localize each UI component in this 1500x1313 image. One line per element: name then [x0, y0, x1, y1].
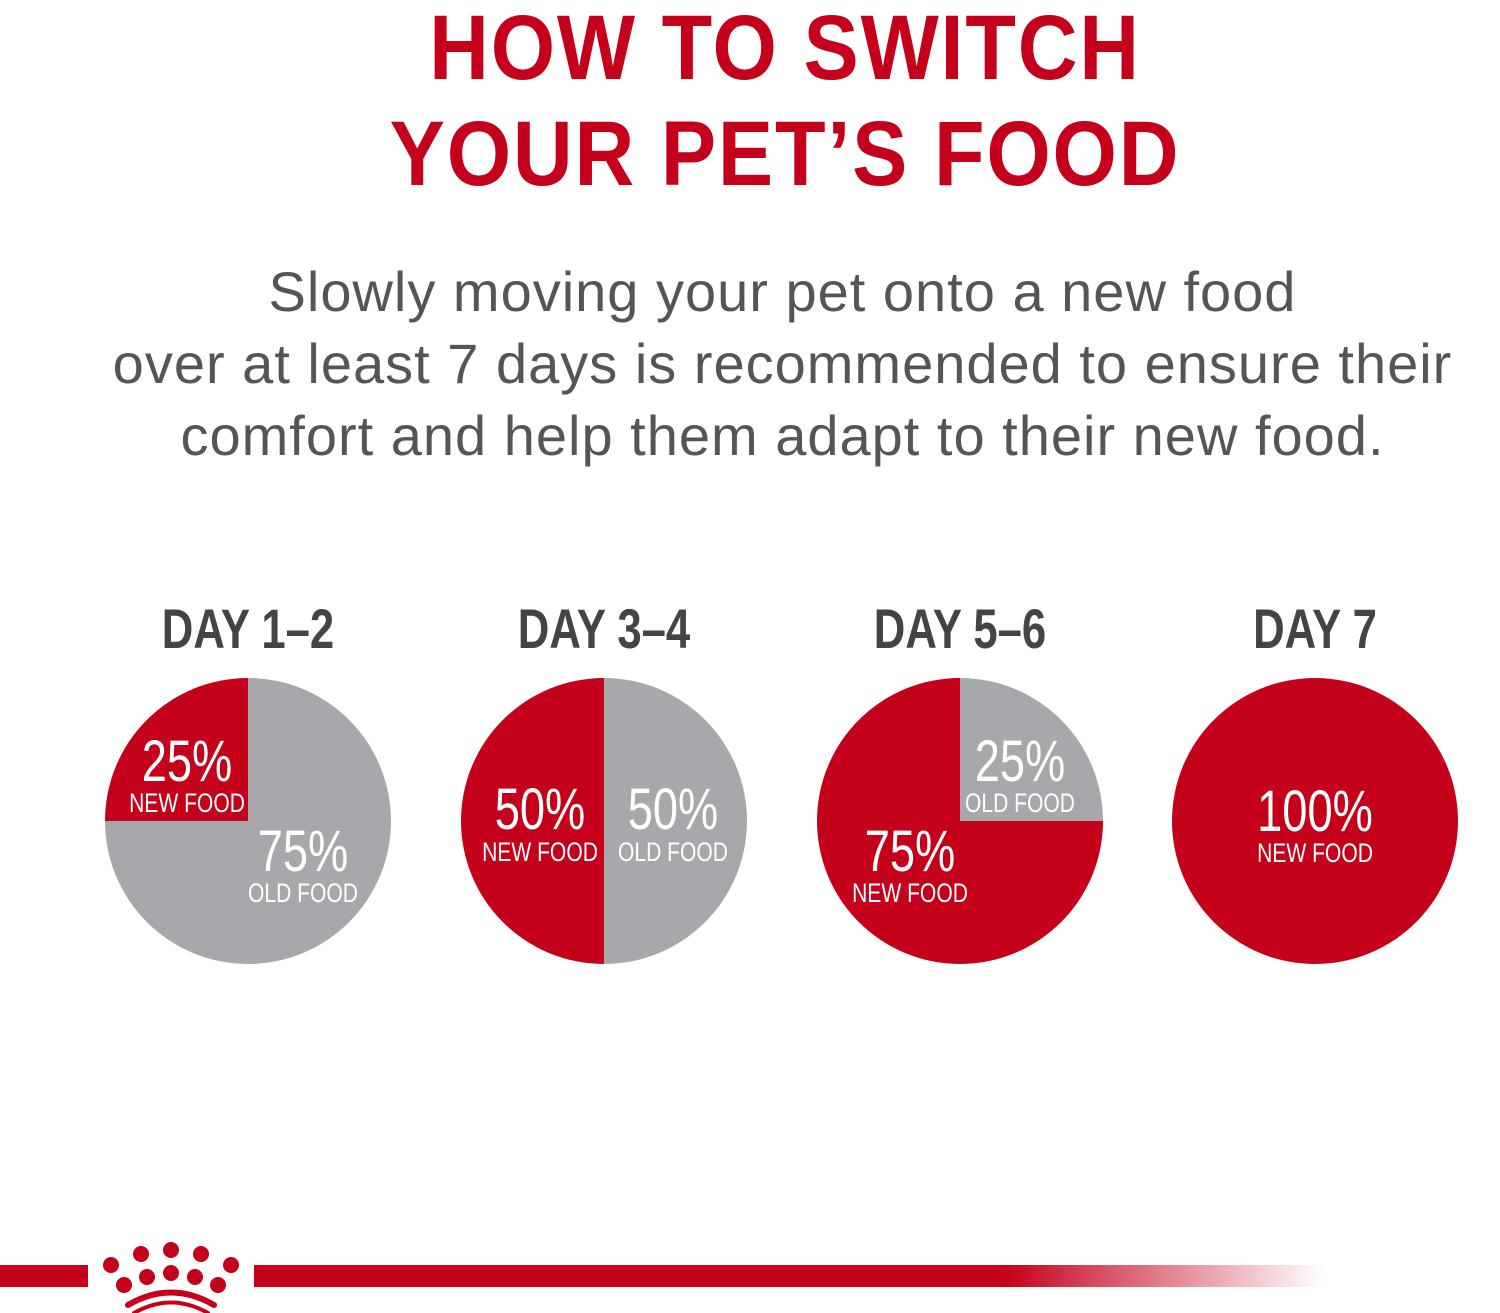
- pie1-old-pct: 75%: [257, 819, 349, 884]
- footer-band: [0, 1242, 1324, 1313]
- pie-title-day-7: DAY 7: [1253, 597, 1377, 660]
- title-line-2: YOUR PET’S FOOD: [389, 103, 1181, 205]
- pie3-old-label: OLD FOOD: [964, 788, 1075, 818]
- pie2-slice-old-food: [604, 678, 747, 964]
- pie2-new-pct: 50%: [494, 777, 586, 842]
- pie4-new-pct: 100%: [1257, 779, 1373, 844]
- pie1-new-label: NEW FOOD: [129, 788, 245, 818]
- pie2-old-pct: 50%: [627, 777, 719, 842]
- pie3-new-pct: 75%: [864, 819, 956, 884]
- pie1-slice-old-food: [105, 678, 391, 964]
- title-line-1: HOW TO SWITCH: [429, 0, 1141, 99]
- pie-title-day-1-2: DAY 1–2: [161, 597, 335, 660]
- pie4-new-label: NEW FOOD: [1257, 838, 1373, 868]
- band-left: [0, 1265, 88, 1287]
- pie2-old-label: OLD FOOD: [617, 837, 728, 867]
- pie4-slice-new-food: [1172, 678, 1458, 964]
- subtitle-line-2: over at least 7 days is recommended to e…: [112, 332, 1453, 395]
- pie2-new-label: NEW FOOD: [482, 837, 598, 867]
- band-right: [254, 1265, 1324, 1287]
- pie1-new-pct: 25%: [141, 729, 233, 794]
- pie3-old-pct: 25%: [974, 729, 1066, 794]
- pie1-slice-new-food: [105, 678, 248, 821]
- pie3-new-label: NEW FOOD: [852, 878, 968, 908]
- pie-title-day-3-4: DAY 3–4: [517, 597, 691, 660]
- pie3-slice-old-food: [960, 678, 1103, 821]
- subtitle-line-3: comfort and help them adapt to their new…: [180, 404, 1385, 467]
- pie2-slice-new-food: [461, 678, 604, 964]
- crown-logo-icon: [103, 1242, 239, 1313]
- pie-title-day-5-6: DAY 5–6: [873, 597, 1047, 660]
- subtitle-line-1: Slowly moving your pet onto a new food: [268, 260, 1297, 323]
- pie1-old-label: OLD FOOD: [247, 878, 358, 908]
